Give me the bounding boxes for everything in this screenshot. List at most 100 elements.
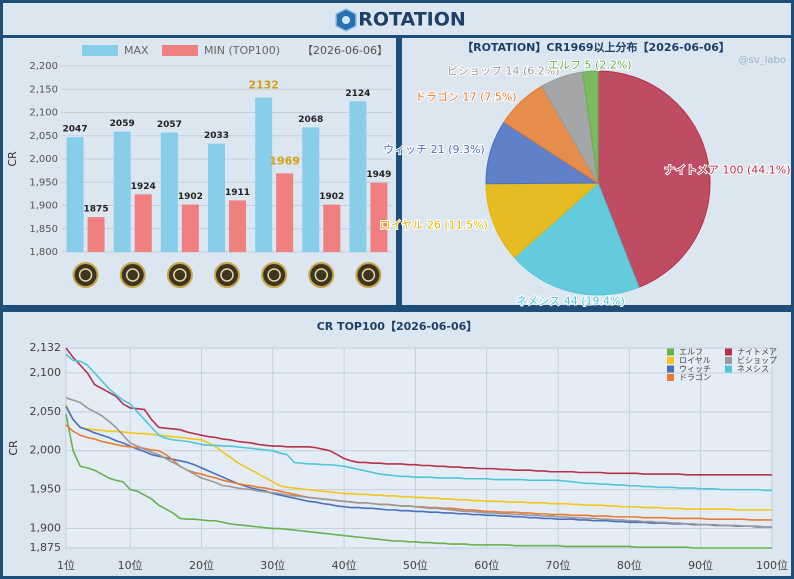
bar: [370, 182, 388, 252]
class-icon-inner: [361, 268, 376, 282]
x-tick-label: 80位: [617, 558, 642, 572]
value-label: 1902: [319, 192, 344, 202]
bar: [255, 97, 273, 253]
pie-slice: [485, 182, 600, 259]
class-icon: [166, 262, 193, 288]
value-label: 1911: [225, 188, 250, 198]
legend-label: ウィッチ: [679, 365, 711, 374]
value-label: 2132: [248, 79, 279, 92]
class-icon-inner: [173, 268, 187, 282]
value-label: 1875: [84, 205, 109, 215]
legend-swatch: [82, 45, 118, 56]
y-tick-label: 1,900: [30, 522, 62, 535]
legend-label: ネメシス: [737, 365, 769, 374]
class-icon: [355, 262, 382, 288]
slice-label: ロイヤル 26 (11.5%): [380, 218, 488, 231]
value-label: 1969: [269, 154, 300, 167]
bar: [302, 127, 320, 252]
legend-swatch: [667, 374, 674, 381]
class-icon-inner: [125, 268, 140, 282]
y-tick-label: 2,132: [30, 341, 62, 354]
y-tick-label: 2,000: [30, 444, 62, 457]
bar-panel: [3, 38, 396, 305]
y-tick-label: 1,950: [30, 483, 62, 496]
x-tick-label: 40位: [332, 558, 357, 572]
legend-swatch: [725, 365, 732, 373]
y-tick-label: 1,850: [29, 224, 58, 235]
class-icon: [119, 262, 146, 288]
x-tick-label: 60位: [474, 558, 499, 572]
slice-label: ネメシス 44 (19.4%): [516, 295, 625, 308]
header-title: ROTATION: [358, 9, 466, 31]
value-label: 2057: [157, 120, 182, 130]
slice-label: ドラゴン 17 (7.5%): [415, 90, 517, 104]
legend-label: ビショップ: [737, 356, 777, 365]
bar: [66, 137, 84, 252]
y-tick-label: 1,950: [29, 177, 58, 188]
y-axis-label: CR: [6, 151, 19, 167]
class-icon-inner: [314, 268, 329, 282]
value-label: 1902: [178, 192, 203, 202]
y-tick-label: 2,050: [29, 131, 58, 142]
legend-swatch: [667, 365, 674, 373]
y-tick-label: 2,150: [29, 84, 58, 95]
y-tick-label: 2,200: [29, 61, 58, 72]
slice-label: ウィッチ 21 (9.3%): [383, 143, 485, 156]
chart-title: 【ROTATION】CR1969以上分布【2026-06-06】: [462, 40, 730, 54]
value-label: 2124: [345, 89, 370, 99]
y-tick-label: 1,875: [30, 541, 62, 554]
y-tick-label: 2,050: [30, 405, 62, 418]
legend-label: MAX: [124, 44, 149, 57]
x-tick-label: 100位: [756, 558, 788, 572]
series-line: [65, 413, 772, 549]
bar: [113, 131, 131, 252]
y-axis-label: CR: [7, 440, 20, 456]
x-tick-label: 70位: [546, 558, 571, 572]
watermark: @sv_labo: [739, 55, 787, 66]
class-icon-inner: [267, 268, 281, 282]
value-label: 2047: [63, 125, 88, 135]
class-icon: [72, 262, 99, 288]
pie-chart: 【ROTATION】CR1969以上分布【2026-06-06】 @sv_labo…: [379, 40, 792, 309]
legend-label: エルフ: [679, 348, 703, 357]
series-line: [65, 405, 772, 528]
series-line: [65, 404, 772, 511]
x-tick-label: 1位: [57, 558, 75, 572]
chart-title: CR TOP100【2026-06-06】: [317, 320, 478, 333]
legend-swatch: [725, 357, 732, 364]
slice-label: ナイトメア 100 (44.1%): [664, 164, 791, 177]
x-tick-label: 30位: [260, 558, 285, 572]
x-tick-label: 50位: [403, 558, 428, 572]
value-label: 2068: [298, 115, 323, 125]
value-label: 2059: [110, 119, 135, 129]
series-line: [65, 397, 772, 528]
bar-chart: CR 1,800 1,850 1,900 1,950 2,000 2,050 2,100 2,1…: [6, 44, 392, 288]
slice-label: エルフ 5 (2.2%): [548, 58, 632, 71]
legend-swatch: [162, 45, 198, 56]
pie-slice: [513, 182, 640, 296]
legend-swatch: [667, 348, 674, 356]
bar: [208, 143, 225, 252]
y-tick-label: 1,900: [29, 201, 58, 212]
chart-subtitle: 【2026-06-06】: [302, 44, 388, 57]
line-chart: CR TOP100【2026-06-06】 CR 1,875 1,900 1,950 2,…: [7, 320, 788, 572]
legend-swatch: [725, 348, 732, 356]
header-bar: [3, 3, 791, 35]
pie-slice: [581, 70, 599, 184]
bar: [181, 204, 199, 252]
series-line: [65, 353, 772, 492]
series-line: [65, 347, 772, 476]
legend-label: ドラゴン: [679, 372, 711, 382]
bar: [349, 101, 367, 252]
bar: [229, 200, 246, 252]
class-icon-inner: [220, 268, 234, 282]
x-tick-label: 90位: [688, 558, 713, 572]
legend-swatch: [667, 357, 674, 364]
bar: [134, 194, 152, 252]
bar: [160, 132, 178, 252]
pie-slice: [597, 70, 711, 288]
class-icon: [214, 262, 240, 288]
x-tick-label: 20位: [189, 558, 214, 572]
